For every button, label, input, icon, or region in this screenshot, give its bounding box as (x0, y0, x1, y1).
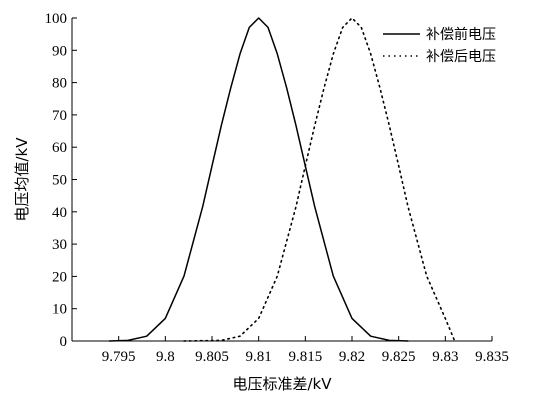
y-tick-label: 30 (52, 237, 67, 253)
x-tick-label: 9.8 (156, 349, 175, 365)
y-tick-label: 20 (52, 269, 67, 285)
x-axis-title: 电压标准差/kV (232, 375, 332, 393)
x-tick-label: 9.795 (102, 349, 136, 365)
x-tick-label: 9.835 (475, 349, 509, 365)
y-tick-label: 10 (52, 302, 67, 318)
y-tick-label: 70 (52, 108, 67, 124)
y-tick-label: 100 (45, 11, 68, 27)
x-tick-label: 9.825 (382, 349, 416, 365)
axes: 0 10 20 30 40 50 60 70 80 90 100 9.795 9.8 9.805 9.81 9… (45, 11, 509, 365)
y-tick-label: 80 (52, 76, 67, 92)
x-tick-label: 9.815 (288, 349, 322, 365)
legend-label-2: 补偿后电压 (426, 49, 496, 65)
series-layer (108, 17, 456, 342)
y-tick-label: 0 (60, 334, 68, 350)
y-tick-label: 50 (52, 173, 67, 189)
y-axis-title: 电压均值/kV (13, 137, 31, 222)
x-tick-label: 9.82 (339, 349, 365, 365)
series-line-2 (183, 17, 456, 342)
x-tick-label: 9.81 (246, 349, 272, 365)
x-tick-label: 9.805 (195, 349, 229, 365)
y-tick-label: 60 (52, 140, 67, 156)
x-tick-label: 9.83 (432, 349, 458, 365)
legend-label-1: 补偿前电压 (426, 26, 496, 43)
series-line-1 (108, 17, 409, 342)
y-tick-label: 40 (52, 205, 67, 221)
y-tick-label: 90 (52, 43, 67, 59)
